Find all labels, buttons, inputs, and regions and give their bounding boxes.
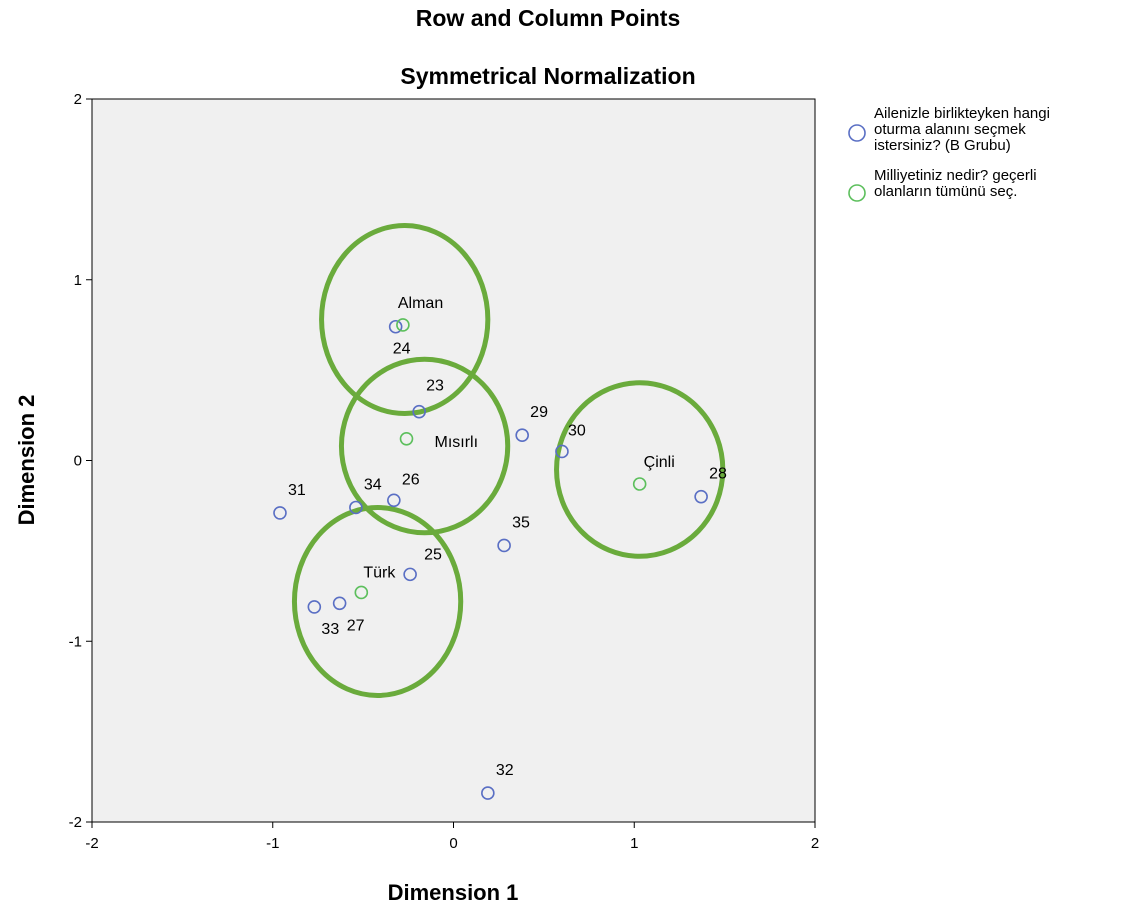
row-point-marker xyxy=(497,538,511,553)
column-point-marker xyxy=(399,432,414,446)
point-label: Mısırlı xyxy=(435,434,479,451)
highlight-ellipse xyxy=(319,223,491,417)
point-label: Çinli xyxy=(644,454,675,471)
legend-marker xyxy=(848,124,866,142)
y-tick-label: -2 xyxy=(69,814,82,831)
y-axis-title: Dimension 2 xyxy=(14,395,39,526)
highlight-ellipses xyxy=(291,223,726,698)
legend-marker xyxy=(848,184,866,202)
data-points: 24 23 29 30 28 31 34 26 35 25 33 27 32 Alman Mısırlı Çi… xyxy=(273,295,727,800)
row-point-marker xyxy=(694,489,708,504)
row-point-marker xyxy=(412,404,426,419)
x-tick-label: -1 xyxy=(266,835,279,852)
point-label: 30 xyxy=(568,422,586,439)
point-label: 24 xyxy=(393,341,411,358)
y-tick-label: 1 xyxy=(74,272,82,289)
y-tick-label: 0 xyxy=(74,453,82,470)
chart-title: Row and Column Points xyxy=(416,5,681,31)
point-label: 33 xyxy=(321,621,339,638)
x-tick-label: 1 xyxy=(630,835,638,852)
row-point-marker xyxy=(555,444,569,459)
highlight-ellipse xyxy=(291,504,464,698)
point-label: 26 xyxy=(402,471,420,488)
row-point-marker xyxy=(273,506,287,520)
legend-label: Milliyetiniz nedir? geçerli xyxy=(874,167,1037,184)
point-label: 28 xyxy=(709,466,727,483)
row-point-marker xyxy=(387,493,401,508)
legend-label: Ailenizle birlikteyken hangi xyxy=(874,105,1050,122)
point-label: Alman xyxy=(398,295,443,312)
row-point-marker xyxy=(332,596,347,611)
point-label: 32 xyxy=(496,762,514,779)
y-tick-label: -1 xyxy=(69,633,82,650)
point-label: 31 xyxy=(288,482,306,499)
point-label: 23 xyxy=(426,378,444,395)
legend-label: oturma alanını seçmek xyxy=(874,121,1026,138)
chart-subtitle: Symmetrical Normalization xyxy=(400,63,695,89)
row-point-marker xyxy=(403,567,417,582)
point-label: 29 xyxy=(530,404,548,421)
row-point-marker xyxy=(307,600,322,614)
column-point-marker xyxy=(396,318,410,332)
column-point-marker xyxy=(354,585,369,600)
row-point-marker xyxy=(481,786,495,800)
x-tick-label: -2 xyxy=(85,835,98,852)
point-label: Türk xyxy=(363,564,396,581)
row-point-marker xyxy=(388,319,403,334)
row-point-marker xyxy=(349,500,363,515)
highlight-ellipse xyxy=(554,380,726,559)
point-label: 25 xyxy=(424,546,442,563)
point-label: 34 xyxy=(364,476,382,493)
row-point-marker xyxy=(515,428,529,442)
x-tick-label: 2 xyxy=(811,835,819,852)
x-tick-label: 0 xyxy=(449,835,457,852)
point-label: 35 xyxy=(512,514,530,531)
highlight-ellipse xyxy=(338,356,511,536)
x-axis-title: Dimension 1 xyxy=(388,880,519,905)
axis-ticks: -2 -1 0 1 2 -2 -1 0 1 2 xyxy=(69,91,820,852)
column-point-marker xyxy=(632,477,647,491)
y-tick-label: 2 xyxy=(74,91,82,108)
legend-label: olanların tümünü seç. xyxy=(874,183,1017,200)
plot-area xyxy=(91,98,816,823)
legend-label: istersiniz? (B Grubu) xyxy=(874,137,1011,154)
point-label: 27 xyxy=(347,617,365,634)
